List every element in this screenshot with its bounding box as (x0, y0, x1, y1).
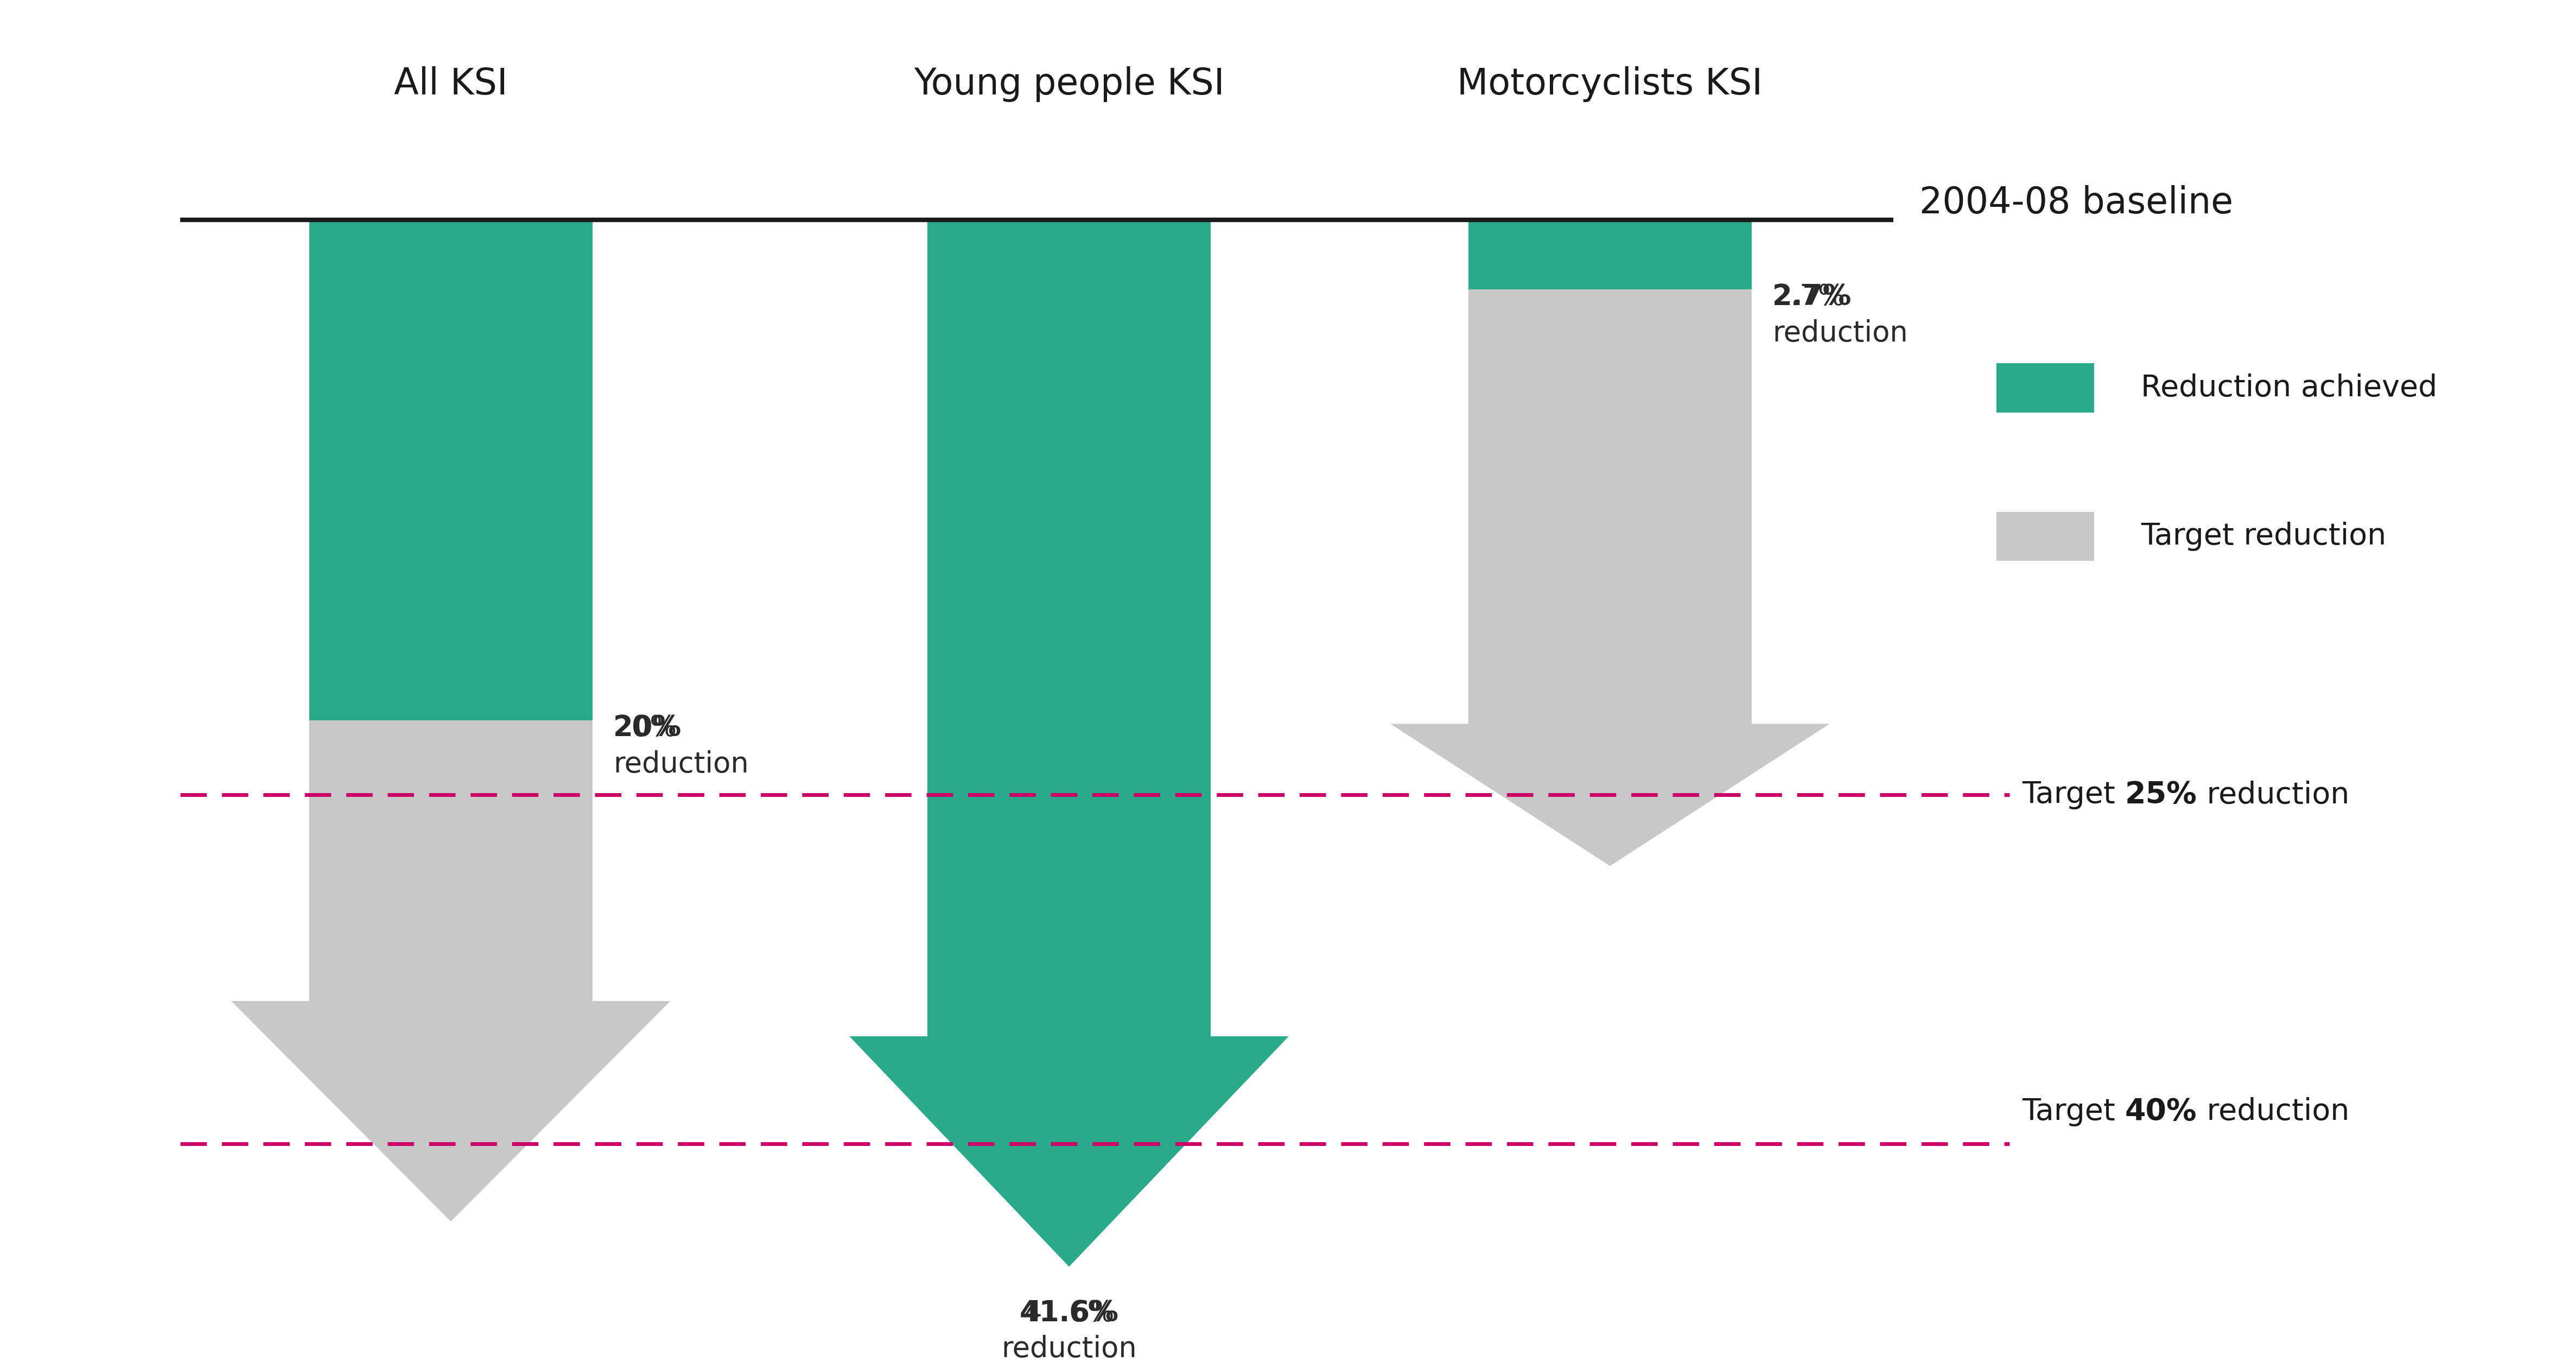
Bar (1996, 512, 2094, 561)
Text: 2.7%
reduction: 2.7% reduction (1772, 283, 1909, 347)
Text: 40%: 40% (2125, 1096, 2197, 1126)
Text: 41.6%
reduction: 41.6% reduction (1002, 1299, 1136, 1362)
Text: All KSI: All KSI (394, 67, 507, 102)
Text: reduction: reduction (2197, 780, 2349, 809)
Text: reduction: reduction (2197, 1096, 2349, 1126)
Text: 41.6%: 41.6% (1020, 1299, 1118, 1327)
Bar (1996, 364, 2094, 413)
Polygon shape (850, 219, 1288, 1267)
Text: 2.7%: 2.7% (1772, 283, 1852, 312)
Text: Reduction achieved: Reduction achieved (2141, 373, 2437, 402)
Text: 20%
reduction: 20% reduction (613, 714, 750, 778)
Text: Target: Target (2022, 1096, 2125, 1126)
Text: Motorcyclists KSI: Motorcyclists KSI (1458, 67, 1762, 102)
Polygon shape (1391, 219, 1829, 866)
Polygon shape (309, 219, 592, 720)
Text: Target reduction: Target reduction (2141, 522, 2385, 552)
Text: 2004-08 baseline: 2004-08 baseline (1919, 185, 2233, 221)
Polygon shape (232, 219, 670, 1222)
Text: 20%: 20% (613, 714, 683, 742)
Text: Young people KSI: Young people KSI (914, 67, 1224, 102)
Text: 25%: 25% (2125, 780, 2197, 809)
Text: Target: Target (2022, 780, 2125, 809)
Polygon shape (1468, 219, 1752, 290)
